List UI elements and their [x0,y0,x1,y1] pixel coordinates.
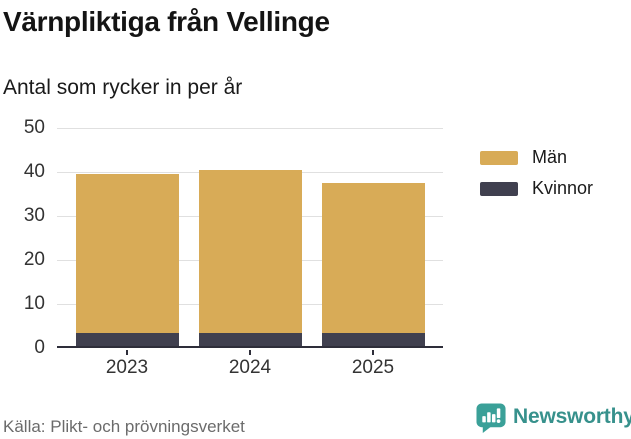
legend-label-män: Män [532,147,568,167]
y-tick-label-10: 10 [23,293,45,314]
newsworthy-speech-bubble-chart-icon [476,403,506,434]
x-tick-label-2025: 2025 [351,357,395,378]
bar-segment-kvinnor-2025 [321,332,425,346]
legend-label-kvinnor: Kvinnor [532,178,594,198]
bars-container [57,128,443,346]
y-tick-label-0: 0 [34,337,45,358]
x-tick-2024 [249,350,251,355]
y-tick-label-50: 50 [23,117,45,138]
legend: Män Kvinnor [480,147,593,209]
page-title: Värnpliktiga från Vellinge [3,6,330,37]
newsworthy-wordmark: Newsworthy [513,405,631,428]
bar-2023 [75,174,179,346]
plot-area [57,127,443,348]
legend-item-män: Män [480,147,593,168]
x-tick-label-2024: 2024 [228,357,272,378]
bar-segment-kvinnor-2024 [198,332,302,346]
y-tick-label-40: 40 [23,161,45,182]
x-tick-2025 [372,350,374,355]
legend-swatch-män [480,150,518,165]
bar-segment-män-2023 [75,174,179,333]
bar-2025 [321,183,425,346]
legend-swatch-kvinnor [480,181,518,196]
x-tick-label-2023: 2023 [105,357,149,378]
bar-2024 [198,170,302,346]
bar-segment-män-2025 [321,183,425,333]
x-tick-2023 [126,350,128,355]
bar-segment-män-2024 [198,170,302,333]
legend-item-kvinnor: Kvinnor [480,178,593,199]
x-axis: 2023 2024 2025 [57,350,443,384]
bar-segment-kvinnor-2023 [75,332,179,346]
y-tick-label-20: 20 [23,249,45,270]
source-note: Källa: Plikt- och prövningsverket [3,417,245,436]
gridline-50 [57,127,443,129]
y-tick-label-30: 30 [23,205,45,226]
chart-subtitle: Antal som rycker in per år [3,76,243,99]
newsworthy-logo[interactable]: Newsworthy [476,403,631,434]
